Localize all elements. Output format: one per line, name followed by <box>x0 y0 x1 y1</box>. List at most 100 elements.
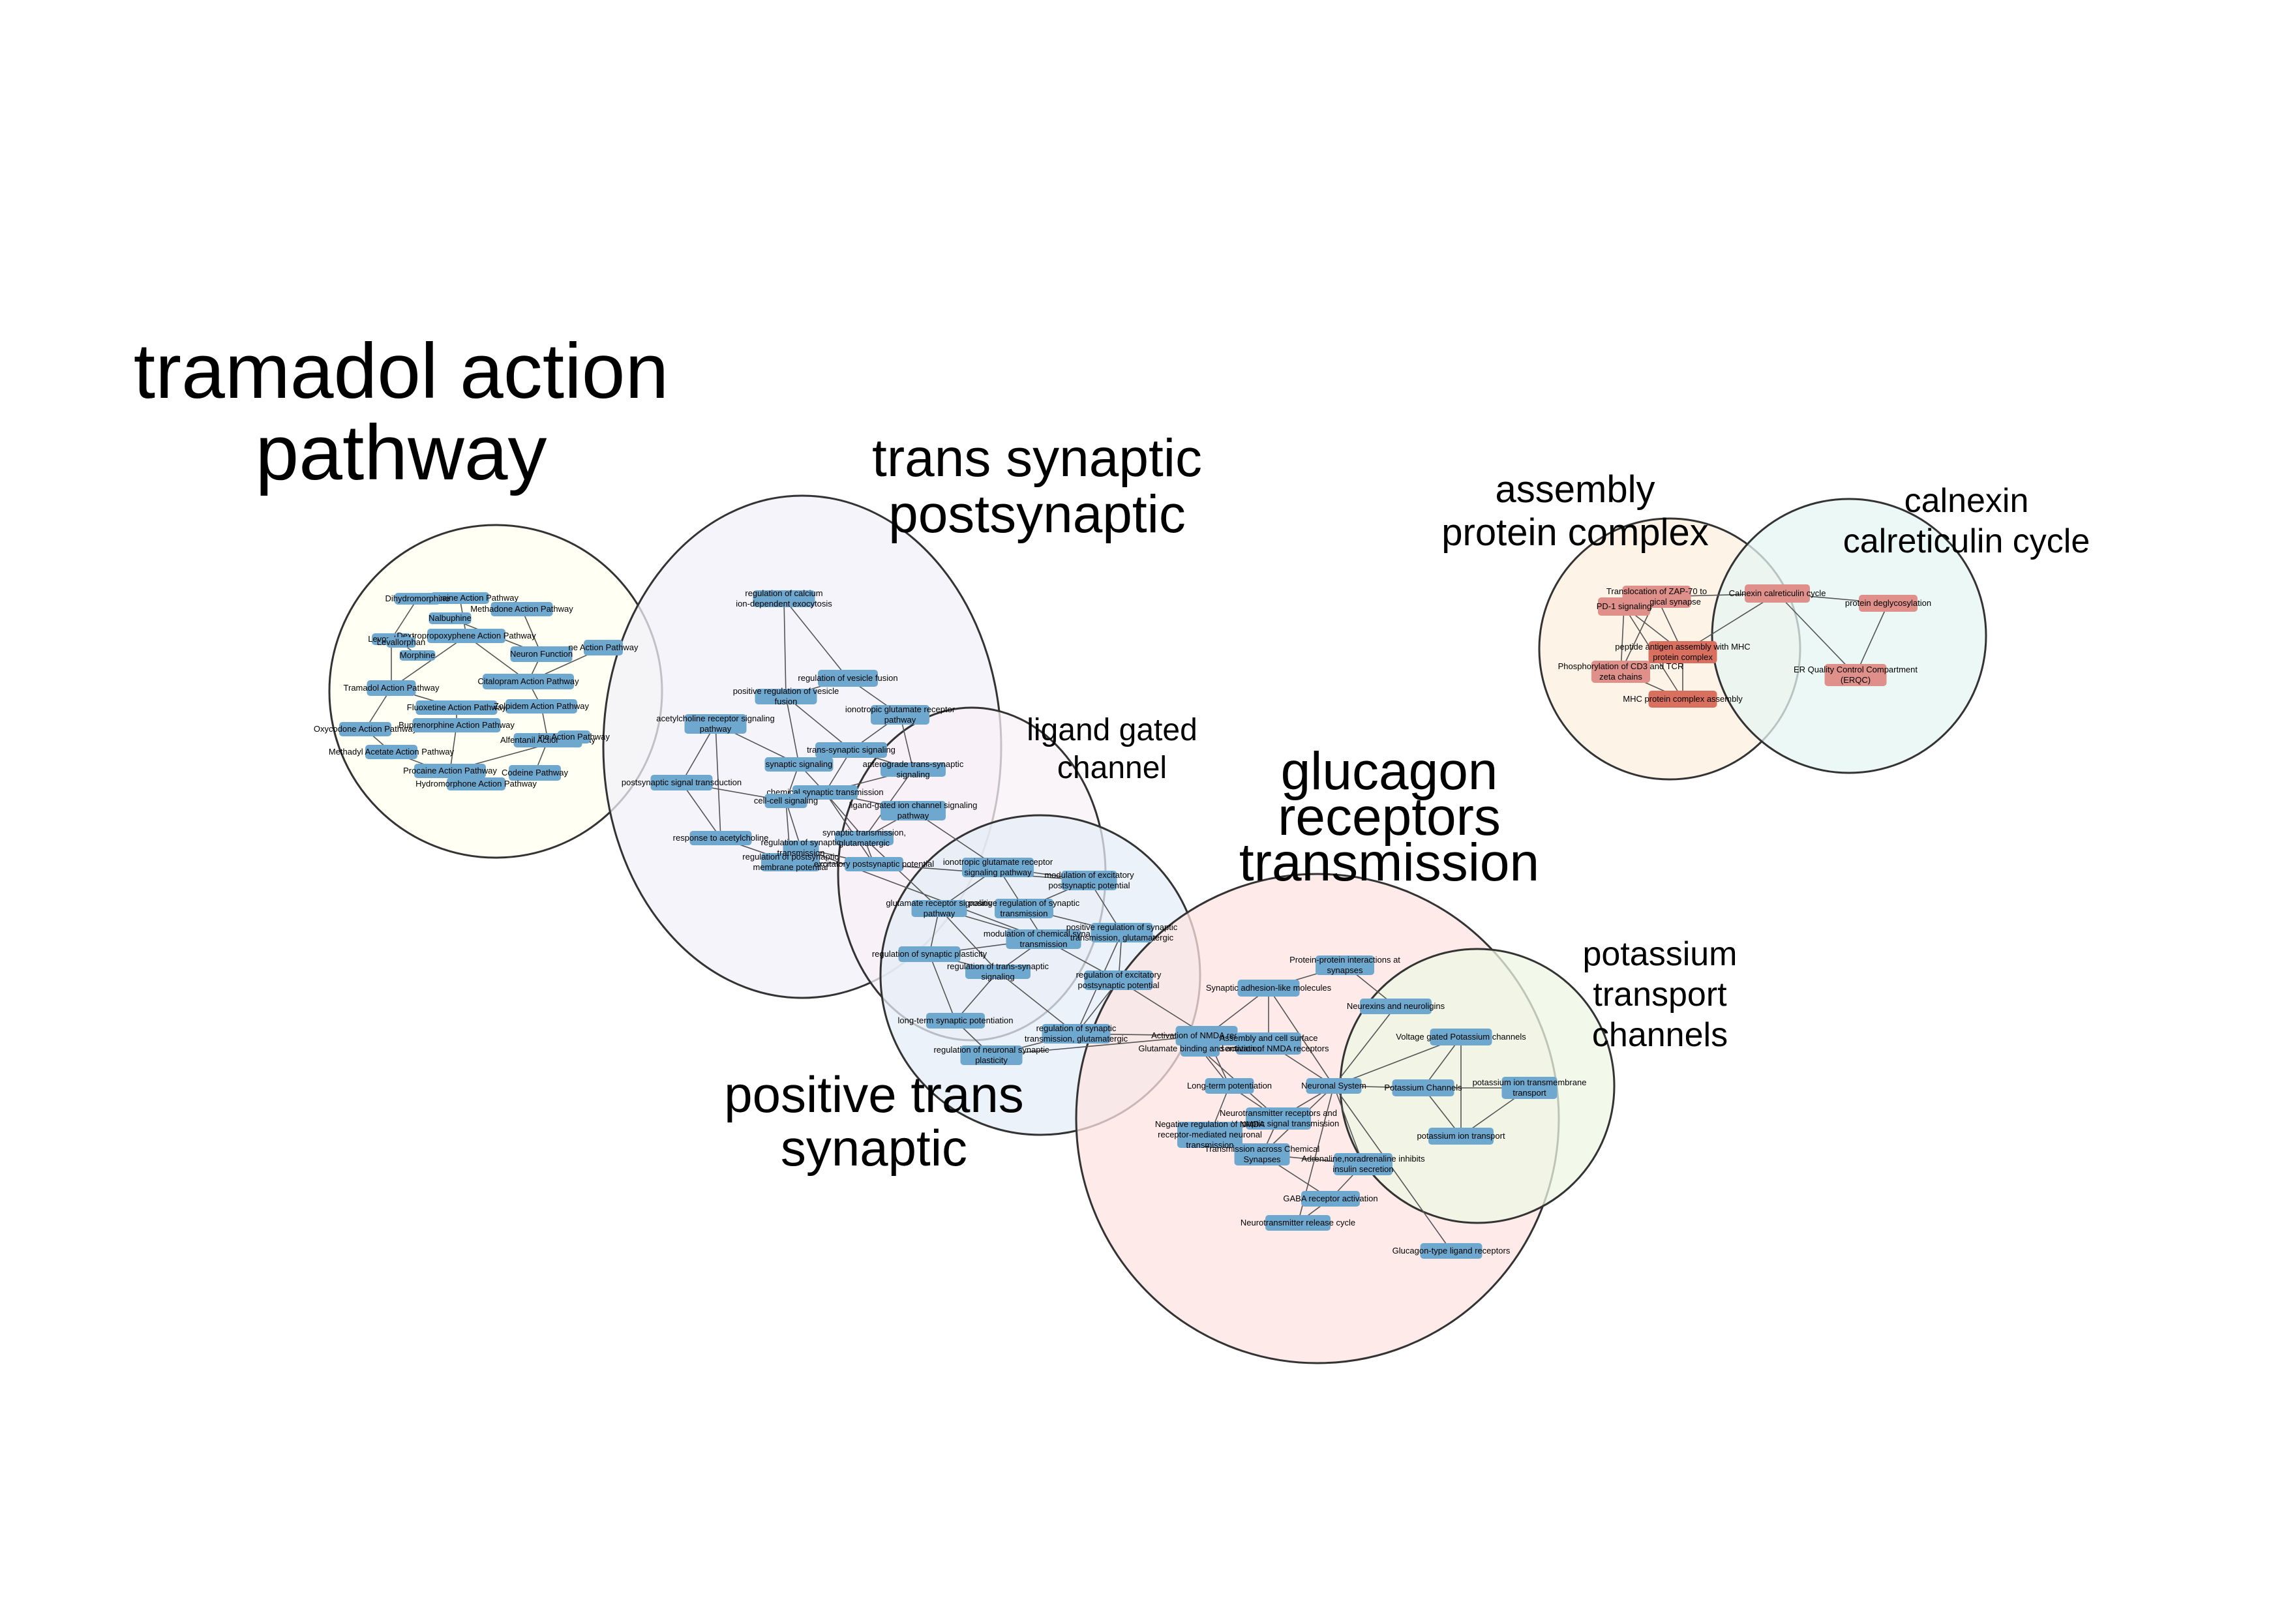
node-t12[interactable]: Zolpidem Action Pathway <box>494 699 589 714</box>
node-s1[interactable]: regulation of calcium ion-dependent exocy… <box>736 588 832 609</box>
node-s5[interactable]: acetylcholine receptor signaling pathway <box>656 714 775 734</box>
node-c2[interactable]: protein deglycosylation <box>1845 595 1931 612</box>
edge-t6-t9 <box>391 635 467 689</box>
node-c3[interactable]: ER Quality Control Compartment (ERQC) <box>1794 664 1918 686</box>
edge-c1-c3 <box>1777 593 1856 676</box>
node-g12[interactable]: Neurotransmitter receptors and postsynapt… <box>1218 1107 1339 1130</box>
node-label: Nalbuphine <box>429 613 472 623</box>
node-p11[interactable]: regulation of synaptic transmission, glut… <box>1025 1023 1128 1044</box>
edge-s9-s13 <box>681 782 721 839</box>
node-g17[interactable]: GABA receptor activation <box>1283 1191 1378 1207</box>
node-label-line: positive regulation of synaptic <box>1066 922 1178 932</box>
node-label: long-term synaptic potentiation <box>897 1015 1013 1025</box>
node-t3[interactable]: Methadone Action Pathway <box>470 602 573 616</box>
node-t22[interactable]: ine Action Pathway <box>538 730 610 744</box>
node-p6[interactable]: positive regulation of synaptic transmiss… <box>1066 922 1178 942</box>
node-t8[interactable]: ne Action Pathway <box>569 640 639 655</box>
node-a5[interactable]: MHC protein complex assembly <box>1623 691 1743 708</box>
node-box <box>584 640 623 655</box>
node-label: ionotropic glutamate receptor signaling p… <box>943 857 1053 877</box>
node-label-line: ER Quality Control Compartment <box>1794 665 1918 674</box>
node-p12[interactable]: regulation of neuronal synaptic plasticit… <box>933 1045 1049 1065</box>
edge-s10-s14 <box>824 792 865 839</box>
node-label: potassium ion transmembrane transport <box>1473 1077 1587 1098</box>
node-t14[interactable]: Buprenorphine Action Pathway <box>399 718 515 732</box>
node-g16[interactable]: Adrenaline,noradrenaline inhibits insulin… <box>1301 1153 1425 1175</box>
node-p3[interactable]: glutamate receptor signaling pathway <box>886 898 992 918</box>
node-s7[interactable]: synaptic signaling <box>764 757 834 772</box>
node-p4[interactable]: positive regulation of synaptic transmiss… <box>969 898 1080 918</box>
node-g5[interactable]: Assembly and cell surface presentation of… <box>1209 1032 1329 1055</box>
node-s6[interactable]: trans-synaptic signaling <box>807 742 896 758</box>
node-g19[interactable]: Glucagon-type ligand receptors <box>1392 1243 1511 1259</box>
node-s16[interactable]: excitatory postsynaptic potential <box>814 857 934 871</box>
node-label: Tramadol Action Pathway <box>344 683 440 693</box>
node-p10[interactable]: long-term synaptic potentiation <box>897 1013 1014 1029</box>
node-g6[interactable]: Glutamate binding and activation <box>1138 1041 1262 1057</box>
node-label: positive regulation of vesicle fusion <box>733 686 839 706</box>
node-s2[interactable]: regulation of vesicle fusion <box>798 670 898 687</box>
node-s12[interactable]: ligand-gated ion channel signaling pathwa… <box>849 800 978 820</box>
node-t4[interactable]: Nalbuphine <box>429 612 472 624</box>
node-t10[interactable]: Citalopram Action Pathway <box>477 674 579 689</box>
node-g10[interactable]: Potassium Channels <box>1384 1079 1462 1096</box>
node-box <box>764 794 807 808</box>
node-t13[interactable]: Oxycodone Action Pathway <box>314 722 417 736</box>
node-g2[interactable]: Synaptic adhesion-like molecules <box>1206 980 1332 997</box>
node-g14[interactable]: potassium ion transport <box>1417 1128 1505 1145</box>
node-c1[interactable]: Calnexin calreticulin cycle <box>1729 584 1826 603</box>
node-g3[interactable]: Neurexins and neuroligins <box>1347 999 1445 1014</box>
node-label-line: pathway <box>884 715 916 725</box>
node-s8[interactable]: anterograde trans-synaptic signaling <box>863 759 964 779</box>
node-label-line: modulation of excitatory <box>1044 870 1134 880</box>
node-a4[interactable]: Phosphorylation of CD3 and TCR zeta chain… <box>1558 661 1684 683</box>
node-s17[interactable]: regulation of synaptic transmission <box>761 837 841 858</box>
node-label: Potassium Channels <box>1384 1083 1462 1092</box>
node-p8[interactable]: regulation of trans-synaptic signaling <box>947 961 1049 982</box>
node-g11[interactable]: potassium ion transmembrane transport <box>1473 1077 1587 1099</box>
node-g15[interactable]: Transmission across Chemical Synapses <box>1205 1143 1320 1165</box>
node-g9[interactable]: Neuronal System <box>1301 1078 1366 1094</box>
node-t15[interactable]: Methadyl Acetate Action Pathway <box>329 745 455 759</box>
node-g8[interactable]: Long-term potentiation <box>1187 1078 1272 1094</box>
node-p7[interactable]: regulation of synaptic plasticity <box>872 946 987 962</box>
node-s4[interactable]: ionotropic glutamate receptor pathway <box>845 704 956 725</box>
node-box <box>1006 929 1081 949</box>
node-label-line: presentation of NMDA receptors <box>1209 1044 1329 1053</box>
node-p9[interactable]: regulation of excitatory postsynaptic pot… <box>1076 970 1162 990</box>
node-box <box>845 857 903 871</box>
node-p1[interactable]: ionotropic glutamate receptor signaling p… <box>943 857 1053 877</box>
node-t21[interactable]: Morphine <box>399 650 436 661</box>
node-g18[interactable]: Neurotransmitter release cycle <box>1241 1215 1355 1231</box>
node-t20[interactable]: Levallorphan <box>377 637 425 648</box>
node-g4[interactable]: Activation of NMDA receptors <box>1151 1026 1262 1045</box>
node-p2[interactable]: modulation of excitatory postsynaptic pot… <box>1044 870 1134 890</box>
node-g13[interactable]: Negative regulation of NMDA receptor-medi… <box>1155 1119 1265 1150</box>
node-t7[interactable]: Neuron Function <box>510 646 573 662</box>
node-s11[interactable]: cell-cell signaling <box>754 794 818 808</box>
node-t17[interactable]: Procaine Action Pathway <box>403 764 497 778</box>
node-a3[interactable]: peptide antigen assembly with MHC protein… <box>1615 641 1751 663</box>
node-p5[interactable]: modulation of chemical synaptic transmiss… <box>984 929 1104 949</box>
node-t6[interactable]: Dextropropoxyphene Action Pathway <box>397 629 536 643</box>
node-t19[interactable]: Hydromorphone Action Pathway <box>415 777 537 790</box>
node-g1[interactable]: Protein-protein interactions at synapses <box>1289 955 1400 975</box>
node-g7[interactable]: Voltage gated Potassium channels <box>1396 1029 1526 1045</box>
node-t11[interactable]: Fluoxetine Action Pathway <box>407 700 507 715</box>
node-s13[interactable]: response to acetylcholine <box>673 831 769 845</box>
node-t18[interactable]: Codeine Pathway <box>502 765 568 781</box>
node-box <box>764 757 834 772</box>
node-t9[interactable]: Tramadol Action Pathway <box>344 680 440 696</box>
node-label-line: transmission <box>1186 1140 1234 1150</box>
node-box <box>881 762 946 777</box>
node-s14[interactable]: synaptic transmission, glutamatergic <box>822 828 906 848</box>
node-label: GABA receptor activation <box>1283 1194 1377 1203</box>
node-t2[interactable]: Dihydromorphine <box>385 593 450 605</box>
node-label: ER Quality Control Compartment (ERQC) <box>1794 665 1918 685</box>
node-label-line: regulation of calcium <box>745 588 822 598</box>
node-s3[interactable]: positive regulation of vesicle fusion <box>733 686 839 706</box>
node-label-line: Translocation of ZAP-70 to <box>1606 586 1707 596</box>
cluster-label-tramadol: tramadol action pathway <box>134 327 669 496</box>
node-a2[interactable]: PD-1 signaling <box>1597 597 1652 616</box>
node-s9[interactable]: postsynaptic signal transduction <box>622 775 742 790</box>
